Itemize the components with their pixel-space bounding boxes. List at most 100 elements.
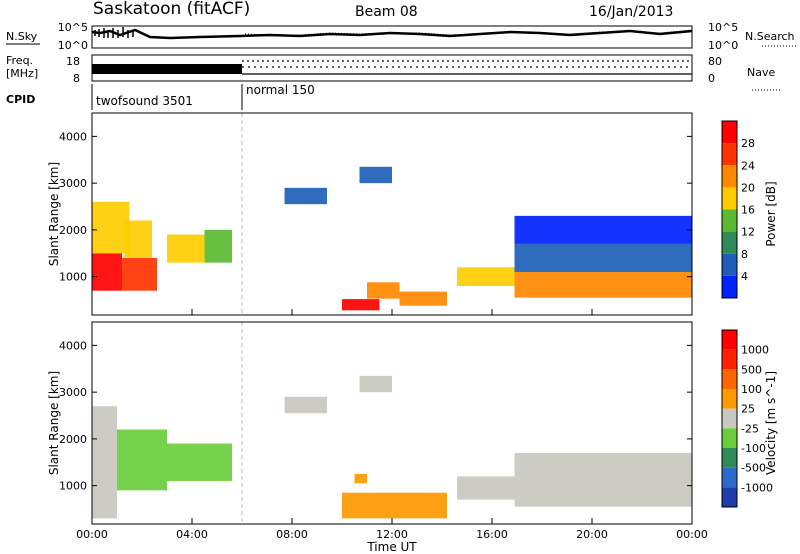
- cpid-label: CPID: [6, 93, 35, 106]
- freq-block-twofsound: [92, 64, 242, 74]
- power-region: [514, 215, 692, 244]
- power-region: [122, 257, 157, 291]
- velocity-colorbar-swatch: [722, 467, 737, 488]
- velocity-region: [359, 375, 392, 393]
- power-ylabel: Slant Range [km]: [47, 162, 61, 266]
- power-x-ticks: [91, 309, 693, 315]
- power-region: [92, 253, 122, 291]
- nave-tick-top: 80: [708, 55, 722, 68]
- velocity-ytick-label: 1000: [59, 480, 87, 493]
- velocity-xtick-label: 00:00: [676, 528, 708, 541]
- power-ytick-label: 4000: [59, 130, 87, 143]
- freq-tick-bottom: 8: [73, 72, 80, 85]
- velocity-xtick-label: 08:00: [276, 528, 308, 541]
- velocity-xtick-label: 00:00: [76, 528, 108, 541]
- power-colorbar-swatch: [722, 143, 737, 166]
- power-region: [204, 229, 232, 263]
- velocity-colorbar-swatch: [722, 487, 737, 507]
- nsky-tick-top: 10^5: [58, 21, 88, 34]
- velocity-ytick-label: 4000: [59, 339, 87, 352]
- power-colorbar-tick: 16: [741, 204, 755, 217]
- cpid-panel: CPID twofsound 3501 normal 150: [6, 83, 315, 110]
- velocity-region: [354, 473, 367, 484]
- velocity-region: [457, 476, 515, 500]
- velocity-data-layer: [92, 375, 692, 519]
- nsearch-tick-top: 10^5: [708, 21, 738, 34]
- velocity-ytick-label: 3000: [59, 386, 87, 399]
- power-colorbar-swatch: [722, 275, 737, 298]
- power-colorbar-frame: [721, 120, 738, 299]
- velocity-colorbar-swatch: [722, 428, 737, 448]
- freq-tick-top: 18: [66, 55, 80, 68]
- freq-label-1: Freq.: [6, 54, 33, 67]
- velocity-colorbar-swatch: [722, 389, 737, 409]
- power-panel: 1000 2000 3000 4000 Slant Range [km] 4 8 12 16…: [47, 112, 778, 316]
- velocity-ytick-label: 2000: [59, 433, 87, 446]
- velocity-y-axis: 1000 2000 3000 4000: [59, 339, 692, 493]
- power-region: [514, 271, 692, 298]
- velocity-region: [117, 429, 167, 491]
- nsearch-tick-bottom: 10^0: [708, 39, 738, 52]
- velocity-colorbar-tick: 1000: [741, 344, 769, 357]
- velocity-x-axis: 00:00 04:00 08:00 12:00 16:00 20:00 00:00: [76, 518, 708, 541]
- power-ytick-label: 2000: [59, 224, 87, 237]
- time-ut-xlabel: Time UT: [366, 540, 417, 554]
- velocity-colorbar-label: Velocity [m s^-1]: [764, 371, 778, 475]
- power-colorbar-swatch: [722, 253, 737, 276]
- velocity-colorbar: 1000 500 100 25 -25 -100 -500 -1000: [721, 329, 773, 508]
- velocity-colorbar-tick: -100: [741, 442, 766, 455]
- velocity-colorbar-tick: -1000: [741, 481, 773, 494]
- nsearch-label: N.Search: [745, 30, 795, 43]
- site-title: Saskatoon (fitACF): [93, 0, 250, 19]
- velocity-xtick-label: 20:00: [576, 528, 608, 541]
- velocity-colorbar-tick: 100: [741, 383, 762, 396]
- power-colorbar-tick: 28: [741, 137, 755, 150]
- power-region: [342, 299, 380, 311]
- velocity-xtick-label: 16:00: [476, 528, 508, 541]
- power-region: [92, 201, 130, 254]
- velocity-colorbar-tick: -500: [741, 462, 766, 475]
- nsky-panel: N.Sky 10^5 10^0 10^5 10^0 N.Search: [6, 21, 796, 52]
- velocity-region: [514, 452, 692, 507]
- velocity-colorbar-swatch: [722, 448, 737, 468]
- freq-panel: Freq. [MHz] 18 8 80 0 Nave: [6, 54, 780, 91]
- nsky-tick-bottom: 10^0: [58, 39, 88, 52]
- power-colorbar: 4 8 12 16 20 24 28: [721, 120, 755, 299]
- freq-label-2: [MHz]: [6, 67, 38, 80]
- power-colorbar-tick: 20: [741, 181, 755, 194]
- velocity-colorbar-tick: 25: [741, 403, 755, 416]
- power-colorbar-swatch: [722, 231, 737, 254]
- power-region: [367, 282, 400, 299]
- power-region: [124, 220, 152, 258]
- nsky-label: N.Sky: [6, 30, 38, 43]
- power-colorbar-label: Power [dB]: [764, 181, 778, 246]
- nsky-frame: [91, 25, 693, 49]
- velocity-region: [92, 406, 117, 519]
- power-ytick-label: 1000: [59, 271, 87, 284]
- power-colorbar-swatch: [722, 187, 737, 210]
- velocity-xtick-label: 04:00: [176, 528, 208, 541]
- power-region: [514, 243, 692, 272]
- power-ytick-label: 3000: [59, 177, 87, 190]
- nave-tick-bottom: 0: [708, 72, 715, 85]
- nave-label: Nave: [747, 66, 775, 79]
- power-region: [167, 234, 205, 263]
- power-colorbar-tick: 24: [741, 159, 755, 172]
- velocity-ylabel: Slant Range [km]: [47, 371, 61, 475]
- velocity-colorbar-swatch: [722, 349, 737, 370]
- nsky-trace: [91, 28, 693, 40]
- power-y-axis: 1000 2000 3000 4000: [59, 130, 692, 284]
- velocity-region: [342, 492, 447, 519]
- beam-title: Beam 08: [355, 4, 418, 20]
- power-region: [457, 267, 515, 287]
- velocity-colorbar-swatch: [722, 330, 737, 350]
- cpid-mode-normal: normal 150: [246, 83, 315, 97]
- power-colorbar-tick: 12: [741, 226, 755, 239]
- date-title: 16/Jan/2013: [589, 4, 673, 20]
- power-data-layer: [92, 166, 692, 311]
- velocity-xtick-label: 12:00: [376, 528, 408, 541]
- velocity-colorbar-swatch: [722, 369, 737, 389]
- power-colorbar-swatch: [722, 121, 737, 144]
- velocity-colorbar-tick: 500: [741, 363, 762, 376]
